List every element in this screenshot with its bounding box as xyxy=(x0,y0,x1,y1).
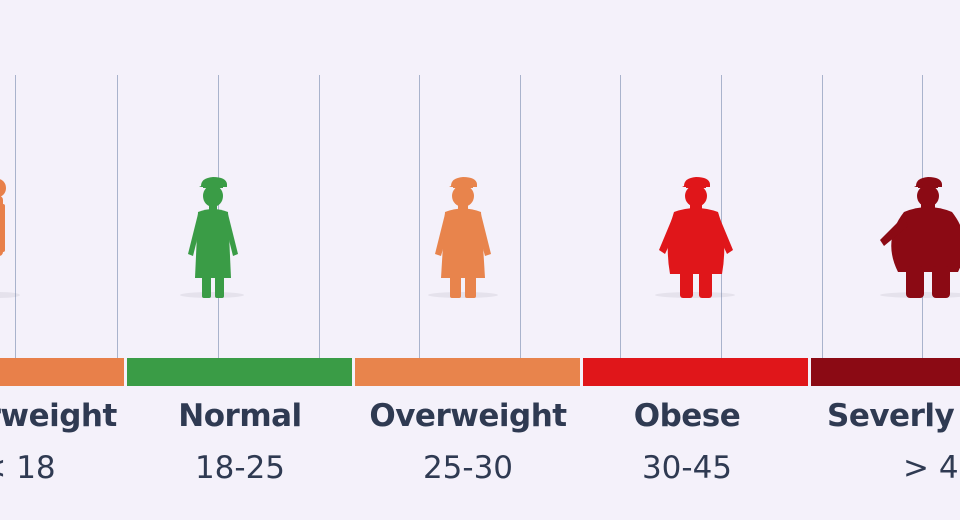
figure-shadow xyxy=(0,292,20,298)
band-overweight xyxy=(354,358,582,386)
bmi-range-underweight: < 18 xyxy=(0,450,56,486)
grid-line xyxy=(822,75,823,358)
grid-line xyxy=(419,75,420,358)
bmi-range-overweight: 25-30 xyxy=(422,450,514,486)
category-label-overweight: Overweight xyxy=(369,398,567,434)
band-divider xyxy=(124,358,127,386)
category-label-underweight: Underweight xyxy=(0,398,117,434)
bmi-range-normal: 18-25 xyxy=(194,450,286,486)
grid-line xyxy=(319,75,320,358)
band-divider xyxy=(808,358,811,386)
woman-normal-icon xyxy=(188,177,238,298)
grid-line xyxy=(620,75,621,358)
woman-underweight-icon xyxy=(0,179,6,256)
band-divider xyxy=(352,358,355,386)
category-label-obese: Obese xyxy=(633,398,741,434)
band-obese xyxy=(582,358,810,386)
category-label-normal: Normal xyxy=(178,398,302,434)
band-divider xyxy=(580,358,583,386)
woman-overweight-icon xyxy=(435,177,491,298)
grid-line xyxy=(721,75,722,358)
bmi-range-obese: 30-45 xyxy=(641,450,733,486)
figure-shadow xyxy=(428,292,498,298)
woman-severely-obese-icon xyxy=(880,177,960,298)
bmi-range-severely-obese: > 45 xyxy=(903,450,960,486)
grid-line xyxy=(117,75,118,358)
band-normal xyxy=(126,358,354,386)
grid-line xyxy=(15,75,16,358)
woman-obese-icon xyxy=(659,177,733,298)
figure-shadow xyxy=(180,292,244,298)
category-label-severely-obese: Severly Obese xyxy=(827,398,960,434)
grid-line xyxy=(520,75,521,358)
band-severely-obese xyxy=(810,358,960,386)
band-underweight xyxy=(0,358,126,386)
figure-shadow xyxy=(655,292,735,298)
